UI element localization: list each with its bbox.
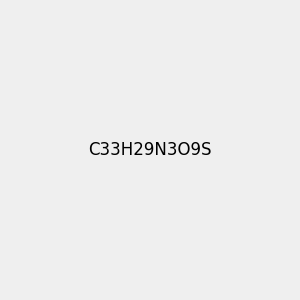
Text: C33H29N3O9S: C33H29N3O9S xyxy=(88,141,212,159)
